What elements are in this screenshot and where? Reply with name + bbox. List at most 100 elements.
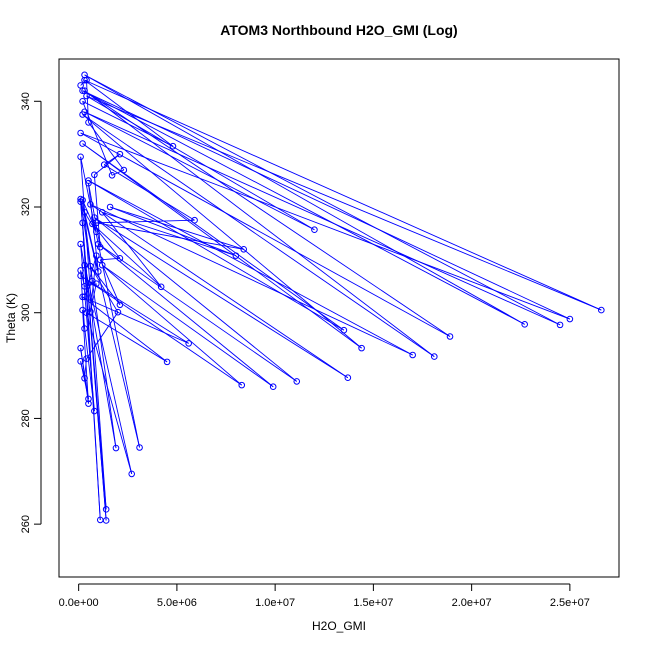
x-tick-label: 1.5e+07 [353,597,393,609]
x-tick-label: 2.0e+07 [452,597,492,609]
data-point [87,262,94,270]
data-point [85,179,92,187]
series-segment [84,79,602,311]
series-segment [80,132,451,337]
data-point [94,268,102,275]
series-segment [90,203,349,379]
series-segment [101,264,243,386]
y-tick-label: 320 [20,198,32,216]
data-point [598,306,605,314]
series-segment [80,201,107,510]
data-point [240,245,248,253]
series-segment [96,222,244,250]
series-segment [96,219,195,224]
data-point [87,308,94,315]
data-point [430,353,438,360]
data-point [446,333,454,340]
series-segment [88,180,345,331]
data-point [238,381,246,389]
data-point [77,240,84,248]
series-segment [98,243,298,382]
data-point [93,219,100,227]
data-point [77,82,84,89]
series-segment [84,74,525,325]
series-segment [80,156,141,448]
data-point [77,129,84,137]
series-segment [80,243,117,449]
series-segment [86,95,315,231]
data-point [81,293,88,301]
series-segment [82,296,189,344]
series-segment [80,348,89,399]
series-segment [84,111,561,326]
series-segment [86,312,168,363]
series-lines [80,74,602,521]
data-point [93,252,100,259]
data-point [87,201,94,208]
series-segment [102,211,236,257]
x-tick-label: 5.0e+06 [157,597,197,609]
data-point [85,177,92,184]
series-segment [82,90,525,325]
data-point [79,97,86,105]
data-point [269,383,277,391]
data-point [120,166,128,174]
x-tick-label: 0.0e+00 [59,597,99,609]
series-segment [88,180,413,356]
data-point [77,198,84,206]
y-axis: 260 280 300 320 340 [20,92,42,533]
series-segment [86,95,602,311]
y-tick-label: 340 [20,92,32,110]
chart-title: ATOM3 Northbound H2O_GMI (Log) [220,22,457,38]
data-point [81,282,88,290]
data-point [116,301,124,309]
data-point [96,243,104,251]
data-point [77,358,84,365]
data-point [102,506,110,513]
data-point [81,374,88,382]
series-segment [89,283,97,312]
data-point [311,226,318,234]
data-point [96,256,104,264]
y-tick-label: 280 [20,409,32,427]
data-point [566,315,574,323]
data-point [409,351,416,359]
series-segment [86,311,119,359]
data-point [340,326,348,334]
data-point [344,374,352,382]
y-axis-label: Theta (K) [4,293,18,343]
data-point [85,395,92,403]
data-point [81,71,88,79]
data-point [157,283,165,291]
data-point [79,293,86,301]
data-point [100,161,108,169]
series-segment [109,206,237,257]
data-point [358,344,365,352]
data-point [91,171,98,179]
data-point [116,254,124,262]
series-segment [84,90,451,337]
series-points [77,71,605,524]
series-segment [90,265,119,313]
series-segment [80,275,189,344]
series-segment [82,143,345,331]
series-segment [80,132,571,320]
series-segment [101,212,162,288]
series-segment [101,264,274,388]
data-point [79,140,86,147]
data-point [293,378,301,385]
data-point [85,119,92,126]
data-point [93,228,100,236]
data-point [81,208,88,216]
data-point [108,171,116,179]
series-segment [84,74,561,326]
data-point [232,252,240,259]
series-segment [84,255,97,297]
data-point [79,196,86,204]
series-segment [98,243,274,388]
data-point [116,150,124,158]
series-segment [94,217,349,379]
data-point [81,325,88,332]
series-segment [84,283,97,287]
